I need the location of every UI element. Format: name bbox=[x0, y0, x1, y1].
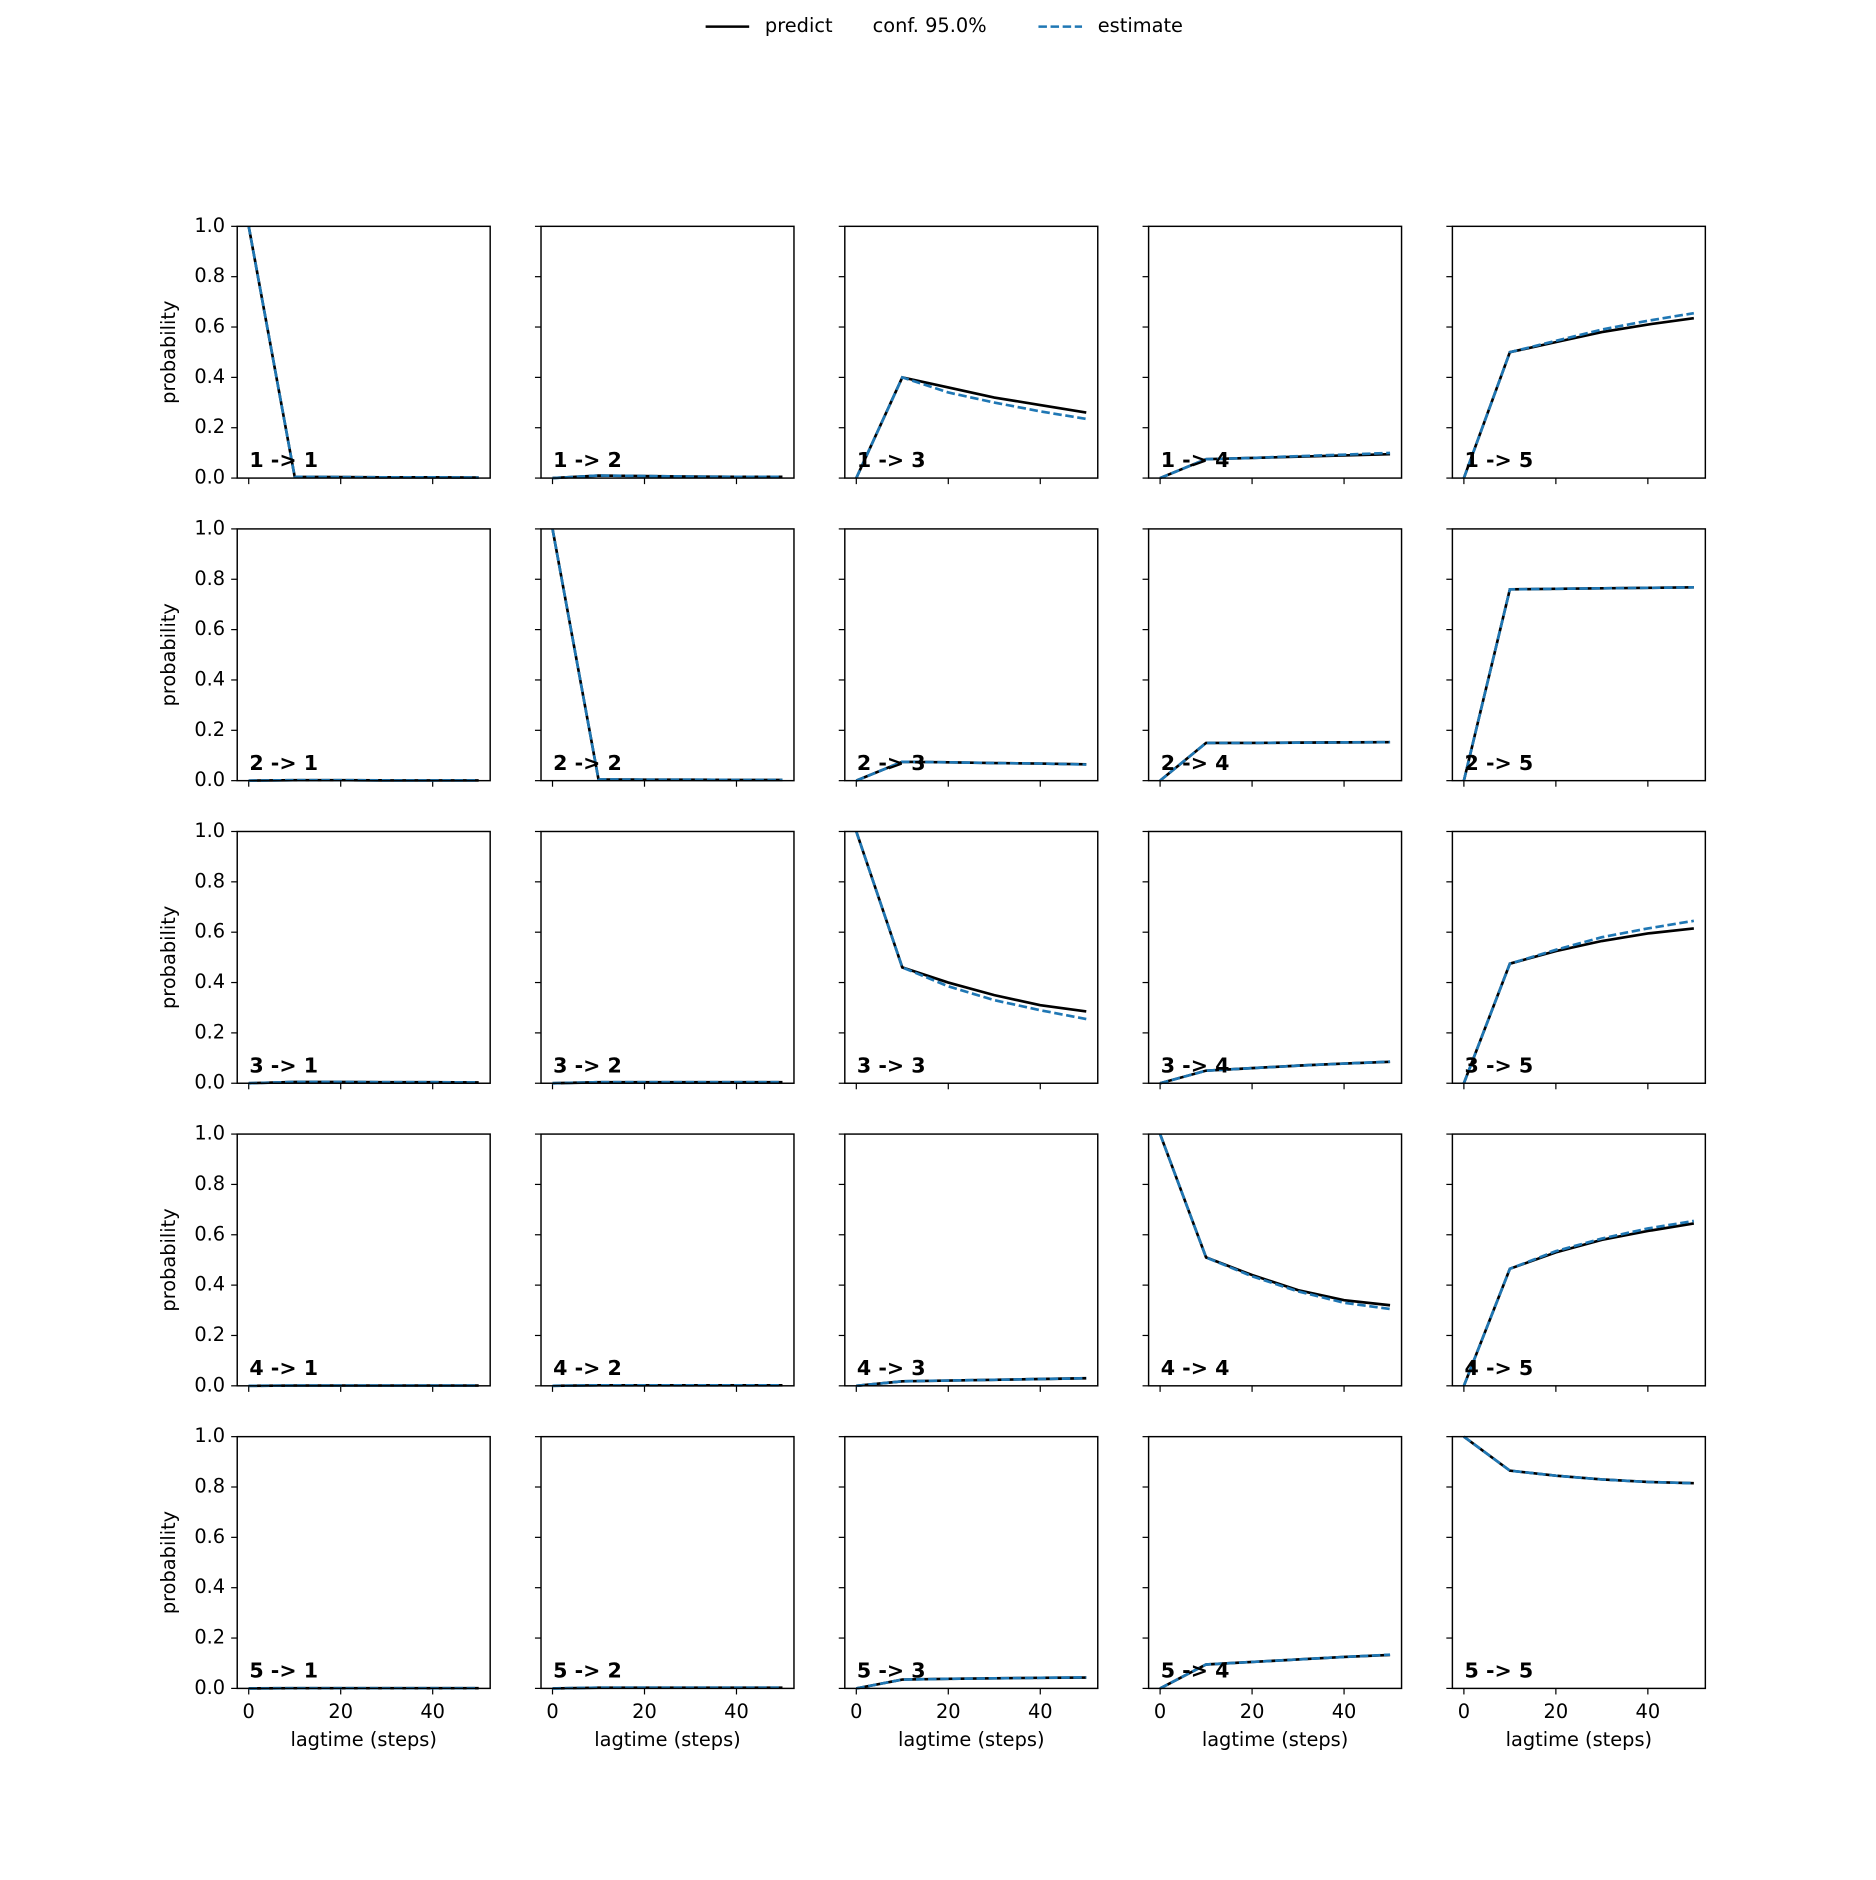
panel-annotation: 5 -> 2 bbox=[553, 1659, 622, 1683]
legend-label: predict bbox=[765, 14, 833, 37]
y-tick-label: 1.0 bbox=[194, 1424, 225, 1447]
panel-annotation: 2 -> 3 bbox=[857, 751, 926, 775]
y-axis-label: probability bbox=[157, 1511, 180, 1614]
panel-annotation: 4 -> 4 bbox=[1161, 1356, 1230, 1380]
legend: predict conf. 95.0% estimate bbox=[706, 14, 1183, 37]
x-axis-label: lagtime (steps) bbox=[1506, 1728, 1653, 1751]
y-tick-label: 0.6 bbox=[194, 1525, 225, 1548]
y-tick-label: 0.0 bbox=[194, 1373, 225, 1396]
y-tick-label: 0.0 bbox=[194, 466, 225, 489]
y-tick-label: 0.2 bbox=[194, 1626, 225, 1649]
y-tick-label: 0.8 bbox=[194, 264, 225, 287]
y-tick-label: 1.0 bbox=[194, 214, 225, 237]
x-tick-label: 40 bbox=[420, 1700, 445, 1723]
x-tick-label: 20 bbox=[1240, 1700, 1265, 1723]
y-tick-label: 0.6 bbox=[194, 315, 225, 338]
panel-annotation: 3 -> 2 bbox=[553, 1053, 622, 1077]
panel-annotation: 2 -> 4 bbox=[1161, 751, 1230, 775]
y-tick-label: 0.4 bbox=[194, 365, 225, 388]
panel-annotation: 1 -> 2 bbox=[553, 448, 622, 472]
panel-annotation: 3 -> 1 bbox=[249, 1053, 318, 1077]
panel-annotation: 4 -> 2 bbox=[553, 1356, 622, 1380]
y-tick-label: 0.6 bbox=[194, 920, 225, 943]
y-tick-label: 0.8 bbox=[194, 1475, 225, 1498]
panel-annotation: 4 -> 3 bbox=[857, 1356, 926, 1380]
panel-annotation: 2 -> 5 bbox=[1464, 751, 1533, 775]
y-tick-label: 0.2 bbox=[194, 1323, 225, 1346]
x-tick-label: 0 bbox=[1154, 1700, 1166, 1723]
y-tick-label: 0.4 bbox=[194, 1273, 225, 1296]
y-tick-label: 0.8 bbox=[194, 1172, 225, 1195]
panel-annotation: 2 -> 2 bbox=[553, 751, 622, 775]
x-tick-label: 20 bbox=[632, 1700, 657, 1723]
x-axis-label: lagtime (steps) bbox=[594, 1728, 741, 1751]
y-tick-label: 0.4 bbox=[194, 667, 225, 690]
y-tick-label: 0.2 bbox=[194, 718, 225, 741]
y-tick-label: 0.8 bbox=[194, 869, 225, 892]
y-tick-label: 0.0 bbox=[194, 1071, 225, 1094]
x-tick-label: 40 bbox=[724, 1700, 749, 1723]
panel-annotation: 1 -> 4 bbox=[1161, 448, 1230, 472]
x-tick-label: 0 bbox=[1458, 1700, 1470, 1723]
y-tick-label: 0.2 bbox=[194, 415, 225, 438]
y-tick-label: 0.2 bbox=[194, 1020, 225, 1043]
y-tick-label: 0.4 bbox=[194, 1575, 225, 1598]
x-tick-label: 40 bbox=[1636, 1700, 1661, 1723]
panel-annotation: 1 -> 3 bbox=[857, 448, 926, 472]
panel-annotation: 2 -> 1 bbox=[249, 751, 318, 775]
y-tick-label: 0.6 bbox=[194, 617, 225, 640]
y-axis-label: probability bbox=[157, 603, 180, 706]
panel-annotation: 1 -> 5 bbox=[1464, 448, 1533, 472]
y-tick-label: 0.8 bbox=[194, 567, 225, 590]
x-tick-label: 20 bbox=[328, 1700, 353, 1723]
legend-label: conf. 95.0% bbox=[873, 14, 987, 37]
panel-annotation: 5 -> 3 bbox=[857, 1659, 926, 1683]
y-tick-label: 1.0 bbox=[194, 1122, 225, 1145]
panel-annotation: 4 -> 5 bbox=[1464, 1356, 1533, 1380]
x-tick-label: 0 bbox=[850, 1700, 862, 1723]
y-tick-label: 0.0 bbox=[194, 1676, 225, 1699]
panel-annotation: 3 -> 4 bbox=[1161, 1053, 1230, 1077]
panel-annotation: 3 -> 3 bbox=[857, 1053, 926, 1077]
y-tick-label: 0.0 bbox=[194, 768, 225, 791]
panel-annotation: 5 -> 4 bbox=[1161, 1659, 1230, 1683]
x-tick-label: 20 bbox=[1544, 1700, 1569, 1723]
x-tick-label: 0 bbox=[243, 1700, 255, 1723]
y-axis-label: probability bbox=[157, 301, 180, 404]
legend-label: estimate bbox=[1098, 14, 1183, 37]
y-tick-label: 0.6 bbox=[194, 1222, 225, 1245]
panel-annotation: 3 -> 5 bbox=[1464, 1053, 1533, 1077]
x-axis-label: lagtime (steps) bbox=[898, 1728, 1045, 1751]
x-axis-label: lagtime (steps) bbox=[290, 1728, 437, 1751]
x-axis-label: lagtime (steps) bbox=[1202, 1728, 1348, 1751]
x-tick-label: 40 bbox=[1028, 1700, 1053, 1723]
x-tick-label: 20 bbox=[936, 1700, 961, 1723]
panel-annotation: 5 -> 5 bbox=[1464, 1659, 1533, 1683]
panel-annotation: 4 -> 1 bbox=[249, 1356, 318, 1380]
panel-annotation: 5 -> 1 bbox=[249, 1659, 318, 1683]
x-tick-label: 40 bbox=[1332, 1700, 1357, 1723]
y-tick-label: 1.0 bbox=[194, 516, 225, 539]
panel-annotation: 1 -> 1 bbox=[249, 448, 318, 472]
y-tick-label: 0.4 bbox=[194, 970, 225, 993]
y-axis-label: probability bbox=[157, 906, 180, 1009]
y-axis-label: probability bbox=[157, 1208, 180, 1311]
x-tick-label: 0 bbox=[546, 1700, 558, 1723]
y-tick-label: 1.0 bbox=[194, 819, 225, 842]
